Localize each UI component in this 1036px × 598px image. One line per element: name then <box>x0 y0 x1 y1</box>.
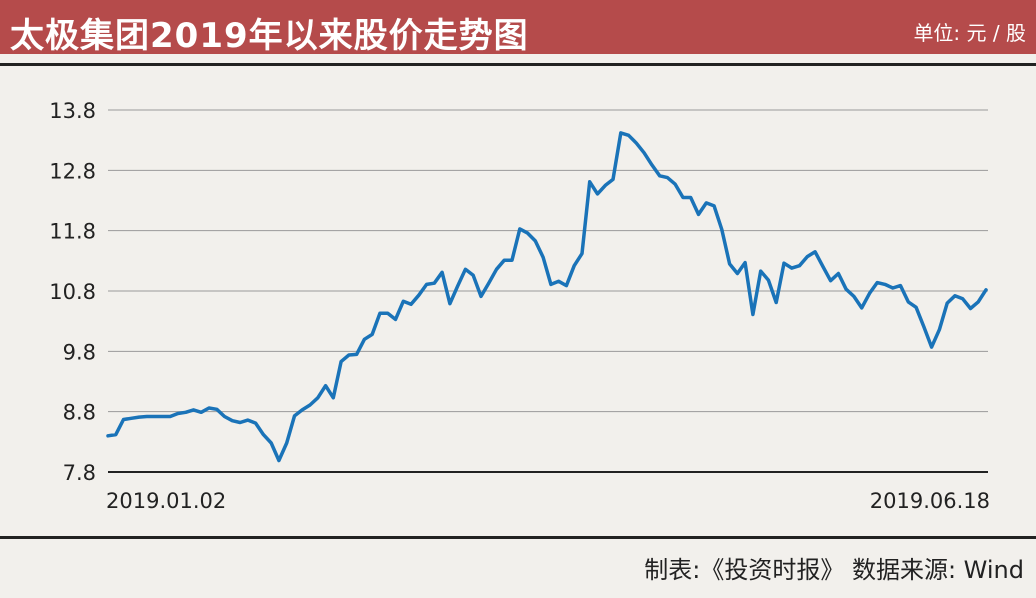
unit-label: 单位: 元 / 股 <box>913 21 1026 45</box>
bottom-rule <box>0 536 1036 539</box>
y-tick-label: 7.8 <box>63 461 96 485</box>
y-tick-label: 8.8 <box>63 401 96 425</box>
top-rule <box>0 63 1036 66</box>
chart-title: 太极集团2019年以来股价走势图 <box>10 16 529 56</box>
y-tick-label: 10.8 <box>49 280 96 304</box>
y-tick-labels: 13.8 12.8 11.8 10.8 9.8 8.8 7.8 <box>49 99 96 485</box>
x-tick-label: 2019.06.18 <box>870 489 990 513</box>
source-credit: 制表:《投资时报》 数据来源: Wind <box>644 556 1024 584</box>
stock-price-line-chart: 13.812.811.810.89.88.87.8 2019.01.02 2019… <box>49 99 990 513</box>
y-tick-label: 9.8 <box>63 340 96 364</box>
gridlines <box>108 109 988 473</box>
y-tick-label: 12.8 <box>49 159 96 183</box>
y-tick-label: 13.8 <box>49 99 96 123</box>
x-tick-labels: 2019.01.02 2019.06.18 <box>106 489 990 513</box>
x-tick-label: 2019.01.02 <box>106 489 226 513</box>
y-tick-label: 11.8 <box>49 220 96 244</box>
title-bar: 太极集团2019年以来股价走势图 单位: 元 / 股 <box>0 0 1036 56</box>
price-series-line <box>106 131 988 463</box>
